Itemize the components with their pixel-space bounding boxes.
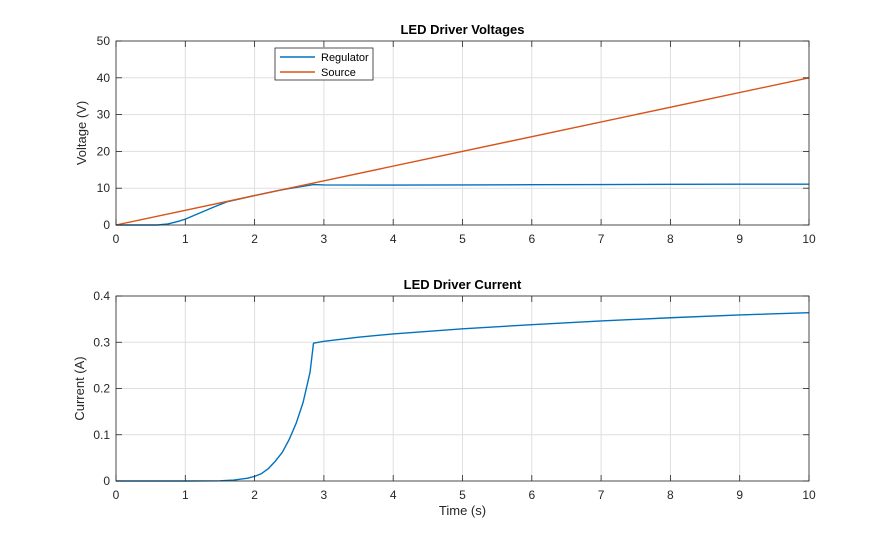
chart-title: LED Driver Current [404,277,522,292]
y-tick-label: 10 [97,181,111,195]
chart-title: LED Driver Voltages [400,22,524,37]
y-tick-label: 30 [97,108,111,122]
x-tick-label: 0 [113,488,120,502]
chart-1: 0 1 2 3 4 5 6 7 8 9 10 0 10 20 30 40 50 LED Driver Voltag… [74,22,816,246]
legend-box [274,47,374,81]
x-tick-label: 9 [736,232,743,246]
x-tick-label: 7 [598,232,605,246]
y-tick-label: 0 [103,474,110,488]
y-tick-label: 0.1 [93,428,110,442]
x-tick-label: 4 [390,232,397,246]
legend: Regulator Source [274,47,374,81]
x-tick-label: 8 [667,232,674,246]
x-tick-label: 3 [321,232,328,246]
x-tick-label: 5 [459,488,466,502]
x-tick-label: 1 [182,488,189,502]
legend-entry: Source [321,67,356,79]
y-tick-label: 40 [97,71,111,85]
chart-2: 0 1 2 3 4 5 6 7 8 9 10 0 0.1 0.2 0.3 0.4 LED Driver Curr… [72,277,816,518]
y-axis-label: Voltage (V) [74,101,89,165]
y-tick-label: 0.3 [93,335,110,349]
x-tick-label: 6 [528,232,535,246]
legend-entry: Regulator [321,52,369,64]
x-tick-label: 2 [251,488,258,502]
y-axis-label: Current (A) [72,356,87,420]
y-tick-label: 0.4 [93,289,110,303]
y-tick-label: 0 [103,218,110,232]
y-tick-label: 20 [97,144,111,158]
x-tick-label: 10 [802,232,816,246]
series-line-1 [116,311,810,482]
x-tick-label: 5 [459,232,466,246]
x-tick-label: 8 [667,488,674,502]
y-tick-label: 50 [97,34,111,48]
y-tick-label: 0.2 [93,382,110,396]
x-axis-label: Time (s) [439,503,486,518]
x-tick-label: 1 [182,232,189,246]
x-tick-label: 6 [528,488,535,502]
x-tick-label: 7 [598,488,605,502]
series-line-source [115,77,810,226]
x-tick-label: 0 [113,232,120,246]
x-tick-label: 2 [251,232,258,246]
x-tick-label: 10 [802,488,816,502]
x-tick-label: 9 [736,488,743,502]
x-tick-label: 4 [390,488,397,502]
x-tick-label: 3 [321,488,328,502]
